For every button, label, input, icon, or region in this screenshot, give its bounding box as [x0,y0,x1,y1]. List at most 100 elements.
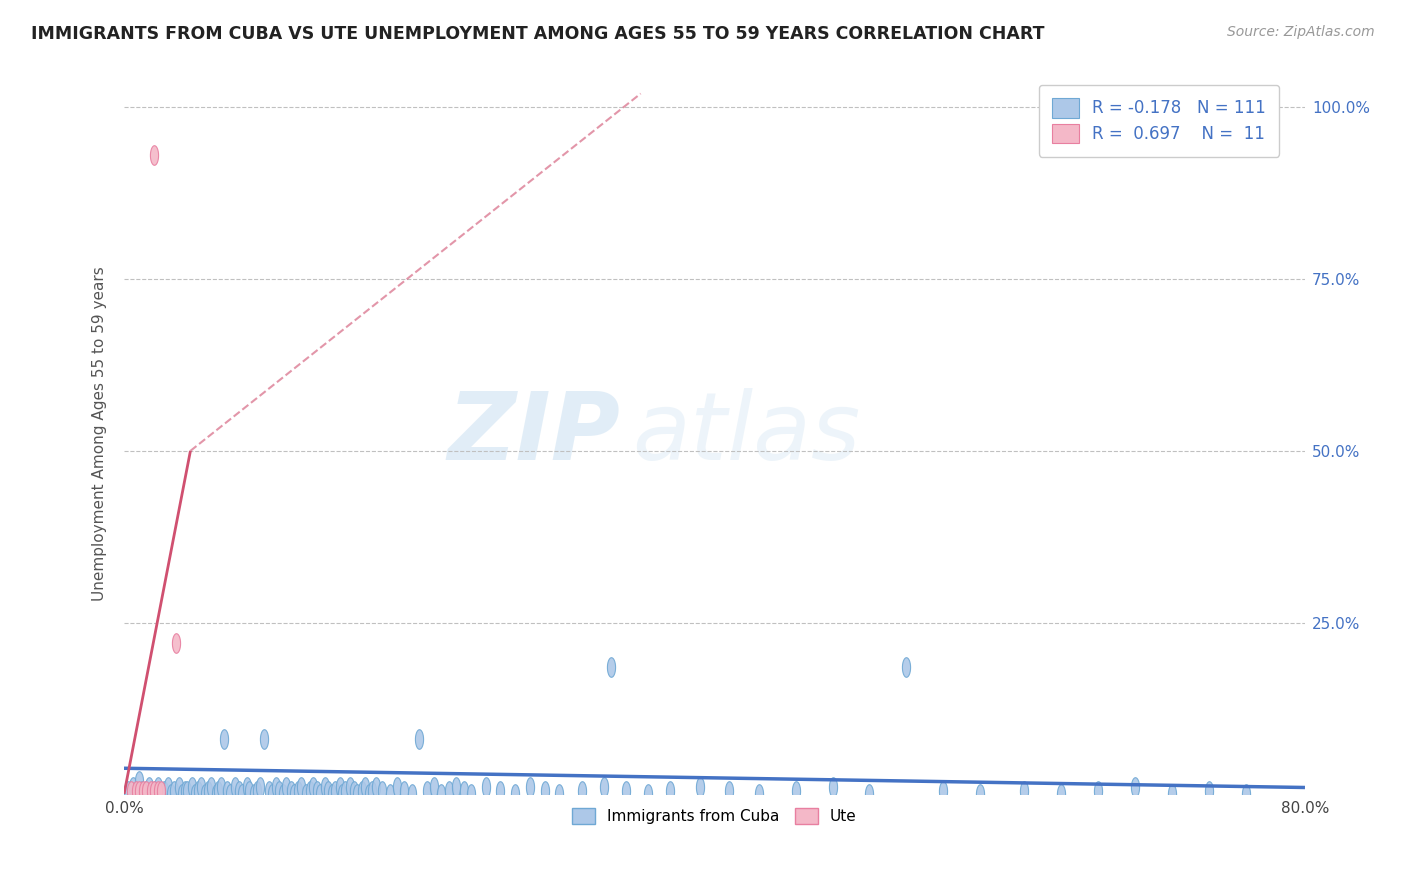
Point [139,784,162,798]
Point [350,784,373,798]
Point [659,784,682,798]
Point [200,780,222,795]
Point [548,788,571,802]
Point [785,784,807,798]
Point [858,788,880,802]
Point [165,636,187,650]
Point [190,780,212,795]
Point [415,784,437,798]
Point [143,784,166,798]
Point [146,780,169,795]
Point [214,732,236,747]
Point [170,788,193,802]
Point [357,788,380,802]
Point [969,788,991,802]
Point [366,780,388,795]
Point [378,788,401,802]
Point [194,788,217,802]
Point [321,788,343,802]
Point [231,788,253,802]
Point [328,780,350,795]
Point [128,773,150,788]
Point [1123,780,1146,795]
Point [294,788,316,802]
Point [339,780,361,795]
Point [335,784,357,798]
Point [453,784,475,798]
Point [204,788,226,802]
Legend: Immigrants from Cuba, Ute: Immigrants from Cuba, Ute [567,802,863,830]
Point [821,780,844,795]
Point [219,788,242,802]
Point [243,788,266,802]
Point [135,784,157,798]
Point [131,784,153,798]
Point [343,784,366,798]
Point [163,784,186,798]
Point [474,780,496,795]
Point [160,788,183,802]
Point [224,780,246,795]
Point [117,784,139,798]
Point [267,784,290,798]
Point [260,788,283,802]
Point [141,788,163,802]
Point [283,788,305,802]
Point [298,784,321,798]
Point [323,784,346,798]
Y-axis label: Unemployment Among Ages 55 to 59 years: Unemployment Among Ages 55 to 59 years [93,267,107,601]
Point [128,784,150,798]
Point [1050,788,1073,802]
Text: ZIP: ZIP [447,388,620,480]
Point [408,732,430,747]
Point [571,784,593,798]
Point [1087,784,1109,798]
Point [228,784,250,798]
Point [1161,788,1184,802]
Point [718,784,741,798]
Point [167,780,190,795]
Point [1234,788,1257,802]
Point [444,780,467,795]
Point [353,780,375,795]
Point [896,660,918,674]
Point [120,784,142,798]
Point [235,780,257,795]
Point [592,780,614,795]
Point [307,784,329,798]
Point [394,784,416,798]
Point [290,780,312,795]
Point [302,780,325,795]
Point [437,784,460,798]
Point [489,784,512,798]
Point [184,788,207,802]
Point [460,788,482,802]
Point [287,784,309,798]
Point [138,780,160,795]
Text: atlas: atlas [631,388,860,479]
Point [273,788,295,802]
Point [249,780,271,795]
Point [423,780,446,795]
Point [932,784,955,798]
Point [217,784,239,798]
Point [246,784,269,798]
Point [533,784,555,798]
Point [371,784,394,798]
Text: Source: ZipAtlas.com: Source: ZipAtlas.com [1227,25,1375,39]
Point [316,784,339,798]
Point [142,148,165,162]
Point [689,780,711,795]
Point [276,780,298,795]
Point [125,784,148,798]
Point [637,788,659,802]
Point [125,788,148,802]
Text: IMMIGRANTS FROM CUBA VS UTE UNEMPLOYMENT AMONG AGES 55 TO 59 YEARS CORRELATION C: IMMIGRANTS FROM CUBA VS UTE UNEMPLOYMENT… [31,25,1045,43]
Point [209,780,232,795]
Point [314,780,336,795]
Point [401,788,423,802]
Point [132,784,155,798]
Point [135,784,157,798]
Point [430,788,453,802]
Point [614,784,637,798]
